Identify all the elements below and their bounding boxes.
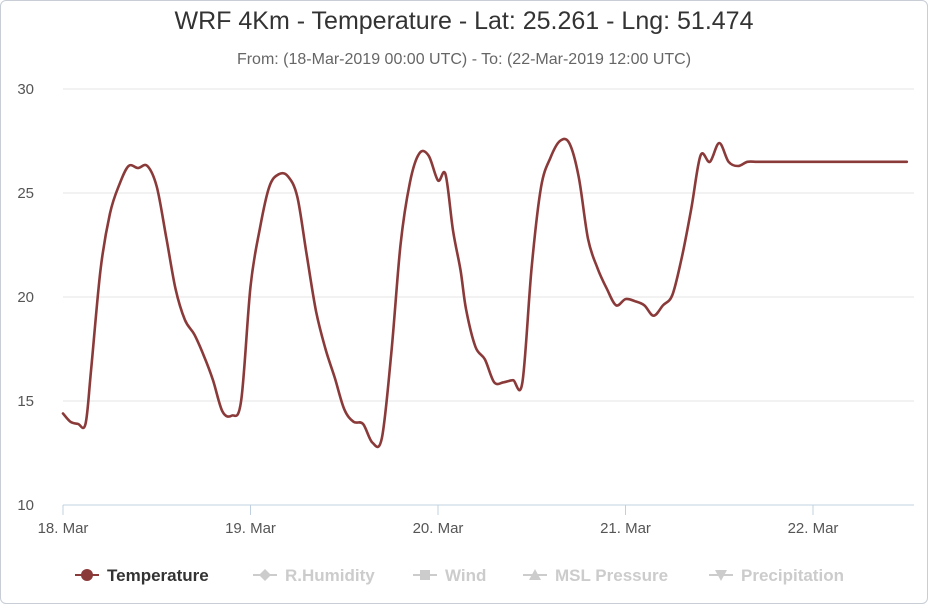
x-tick-label: 21. Mar — [600, 520, 651, 537]
legend: Temperature R.Humidity Wind MSL Pressure Pre… — [75, 566, 844, 585]
x-tick-label: 19. Mar — [225, 520, 276, 537]
x-tick-label: 20. Mar — [413, 520, 464, 537]
legend-item-r-humidity[interactable]: R.Humidity — [253, 566, 375, 585]
y-tick-label: 30 — [17, 81, 34, 98]
legend-label: MSL Pressure — [555, 566, 668, 585]
temperature-series-line[interactable] — [61, 137, 909, 449]
grid-lines — [63, 88, 914, 402]
y-tick-label: 20 — [17, 289, 34, 306]
x-tick-label: 18. Mar — [38, 520, 89, 537]
legend-item-temperature[interactable]: Temperature — [75, 566, 209, 585]
legend-label: R.Humidity — [285, 566, 375, 585]
legend-label: Temperature — [107, 566, 209, 585]
triangle-marker-icon — [529, 569, 541, 580]
y-tick-label: 10 — [17, 497, 34, 514]
x-tick-label: 22. Mar — [788, 520, 839, 537]
series-group — [61, 137, 909, 449]
y-axis-ticks: 10 15 20 25 30 — [17, 81, 34, 514]
legend-item-wind[interactable]: Wind — [413, 566, 486, 585]
x-axis: 18. Mar 19. Mar 20. Mar 21. Mar 22. Mar — [38, 504, 914, 537]
y-tick-label: 15 — [17, 393, 34, 410]
chart-title: WRF 4Km - Temperature - Lat: 25.261 - Ln… — [175, 7, 754, 35]
legend-label: Precipitation — [741, 566, 844, 585]
legend-item-msl-pressure[interactable]: MSL Pressure — [523, 566, 668, 585]
chart-subtitle: From: (18-Mar-2019 00:00 UTC) - To: (22-… — [237, 51, 691, 68]
y-tick-label: 25 — [17, 185, 34, 202]
legend-item-precipitation[interactable]: Precipitation — [709, 566, 844, 585]
diamond-marker-icon — [259, 569, 271, 581]
square-marker-icon — [420, 570, 430, 580]
circle-marker-icon — [81, 569, 93, 581]
triangle-down-marker-icon — [715, 570, 727, 581]
legend-label: Wind — [445, 566, 486, 585]
